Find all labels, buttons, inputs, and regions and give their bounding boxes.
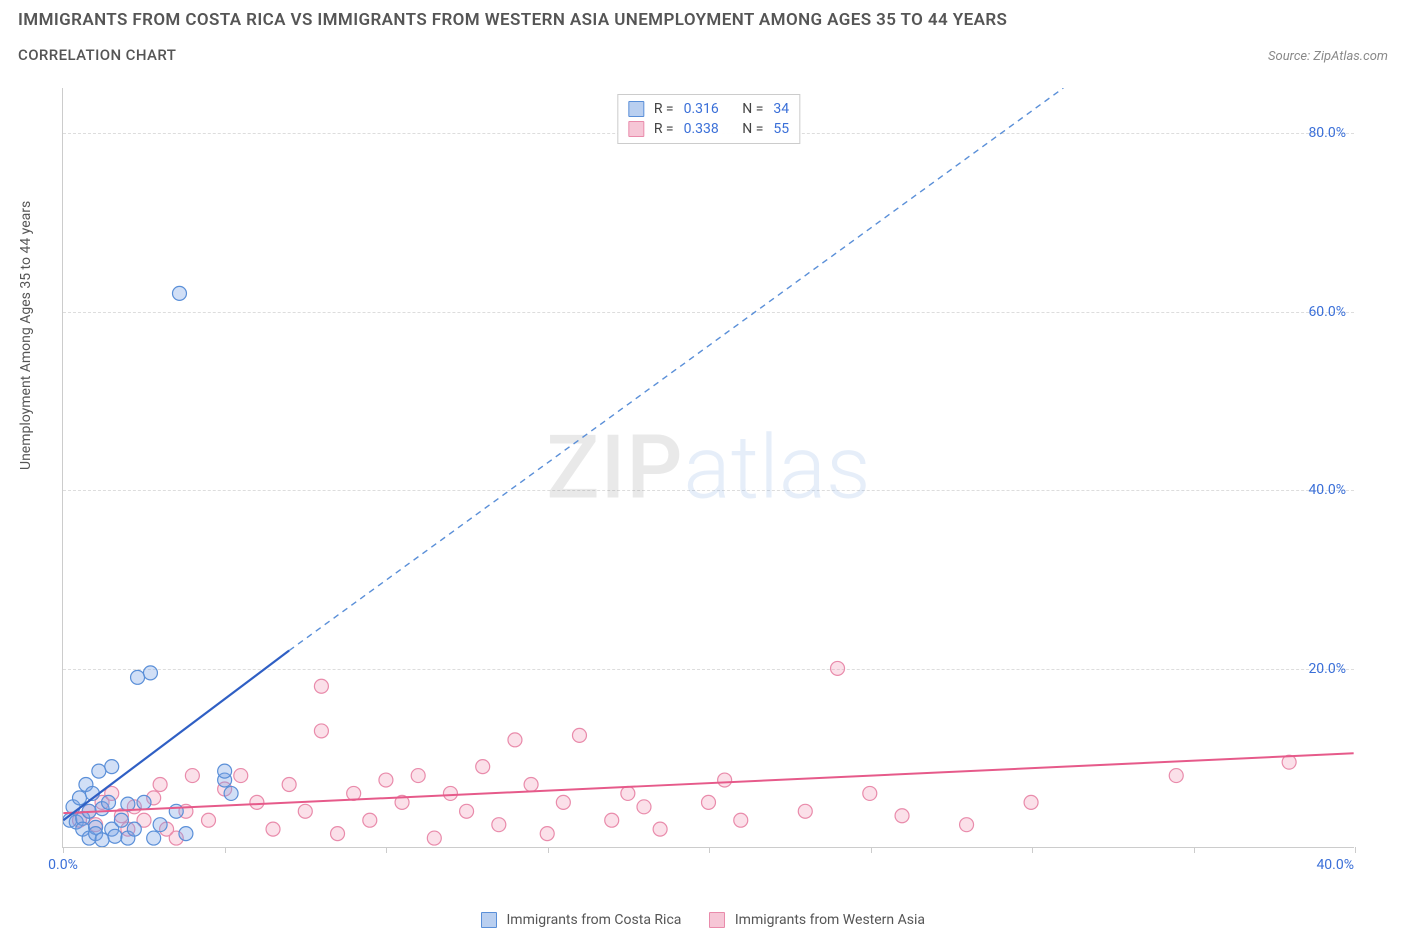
- scatter-point: [734, 813, 748, 827]
- scatter-point: [185, 769, 199, 783]
- scatter-point: [621, 786, 635, 800]
- x-tick-mark: [1032, 847, 1033, 853]
- header-block: IMMIGRANTS FROM COSTA RICA VS IMMIGRANTS…: [18, 10, 1388, 64]
- scatter-point: [114, 813, 128, 827]
- scatter-point: [411, 769, 425, 783]
- stat-r-1: 0.338: [684, 121, 719, 137]
- x-tick-label-first: 0.0%: [48, 857, 78, 873]
- scatter-point: [960, 818, 974, 832]
- scatter-point: [234, 769, 248, 783]
- scatter-point: [137, 795, 151, 809]
- scatter-point: [460, 804, 474, 818]
- scatter-point: [105, 760, 119, 774]
- scatter-point: [1169, 769, 1183, 783]
- scatter-point: [443, 786, 457, 800]
- scatter-point: [605, 813, 619, 827]
- stat-n-1: 55: [773, 121, 789, 137]
- scatter-point: [476, 760, 490, 774]
- scatter-point: [556, 795, 570, 809]
- chart-title: IMMIGRANTS FROM COSTA RICA VS IMMIGRANTS…: [18, 10, 1388, 30]
- stat-n-label: N =: [742, 121, 763, 137]
- trend-line: [63, 651, 289, 821]
- scatter-point: [72, 791, 86, 805]
- scatter-point: [108, 829, 122, 843]
- scatter-point: [224, 786, 238, 800]
- x-tick-label-last: 40.0%: [1316, 857, 1354, 873]
- scatter-point: [298, 804, 312, 818]
- scatter-point: [653, 822, 667, 836]
- legend-label-1: Immigrants from Western Asia: [735, 912, 925, 928]
- stats-row-0: R = 0.316 N = 34: [628, 99, 789, 119]
- plot-region: ZIPatlas R = 0.316 N = 34 R = 0.338 N = …: [62, 88, 1354, 848]
- scatter-point: [831, 661, 845, 675]
- scatter-point: [702, 795, 716, 809]
- stats-legend: R = 0.316 N = 34 R = 0.338 N = 55: [617, 94, 800, 144]
- scatter-point: [131, 670, 145, 684]
- scatter-point: [718, 773, 732, 787]
- scatter-point: [250, 795, 264, 809]
- scatter-point: [798, 804, 812, 818]
- x-tick-mark: [386, 847, 387, 853]
- scatter-point: [314, 724, 328, 738]
- bottom-legend: Immigrants from Costa Rica Immigrants fr…: [0, 912, 1406, 928]
- scatter-point: [427, 831, 441, 845]
- scatter-point: [379, 773, 393, 787]
- scatter-point: [218, 764, 232, 778]
- legend-item-0: Immigrants from Costa Rica: [481, 912, 681, 928]
- subtitle-row: CORRELATION CHART Source: ZipAtlas.com: [18, 46, 1388, 64]
- x-tick-mark: [225, 847, 226, 853]
- legend-swatch-1: [709, 912, 725, 928]
- y-axis-label: Unemployment Among Ages 35 to 44 years: [18, 201, 34, 470]
- scatter-point: [172, 286, 186, 300]
- stat-r-label: R =: [654, 121, 674, 137]
- legend-item-1: Immigrants from Western Asia: [709, 912, 925, 928]
- scatter-point: [102, 795, 116, 809]
- stat-r-0: 0.316: [684, 101, 719, 117]
- stat-n-label: N =: [742, 101, 763, 117]
- stats-swatch-1: [628, 121, 644, 137]
- scatter-point: [147, 831, 161, 845]
- stats-swatch-0: [628, 101, 644, 117]
- chart-area: ZIPatlas R = 0.316 N = 34 R = 0.338 N = …: [62, 88, 1382, 878]
- stats-row-1: R = 0.338 N = 55: [628, 119, 789, 139]
- legend-label-0: Immigrants from Costa Rica: [506, 912, 681, 928]
- scatter-point: [153, 778, 167, 792]
- plot-svg: [63, 88, 1354, 847]
- scatter-point: [637, 800, 651, 814]
- scatter-point: [363, 813, 377, 827]
- x-tick-mark: [709, 847, 710, 853]
- x-tick-mark: [548, 847, 549, 853]
- scatter-point: [202, 813, 216, 827]
- scatter-point: [508, 733, 522, 747]
- scatter-point: [863, 786, 877, 800]
- x-tick-mark: [63, 847, 64, 853]
- scatter-point: [169, 804, 183, 818]
- scatter-point: [282, 778, 296, 792]
- source-label: Source: ZipAtlas.com: [1268, 49, 1388, 64]
- stat-r-label: R =: [654, 101, 674, 117]
- x-tick-mark: [871, 847, 872, 853]
- x-tick-mark: [1355, 847, 1356, 853]
- scatter-point: [1024, 795, 1038, 809]
- scatter-point: [153, 818, 167, 832]
- stat-n-0: 34: [773, 101, 789, 117]
- chart-subtitle: CORRELATION CHART: [18, 46, 176, 64]
- scatter-point: [540, 827, 554, 841]
- scatter-point: [266, 822, 280, 836]
- scatter-point: [314, 679, 328, 693]
- legend-swatch-0: [481, 912, 497, 928]
- scatter-point: [347, 786, 361, 800]
- scatter-point: [92, 764, 106, 778]
- scatter-point: [179, 827, 193, 841]
- scatter-point: [895, 809, 909, 823]
- scatter-point: [572, 728, 586, 742]
- trend-line: [289, 88, 1063, 651]
- x-tick-mark: [1194, 847, 1195, 853]
- scatter-point: [127, 822, 141, 836]
- scatter-point: [143, 666, 157, 680]
- scatter-point: [492, 818, 506, 832]
- scatter-point: [331, 827, 345, 841]
- scatter-point: [524, 778, 538, 792]
